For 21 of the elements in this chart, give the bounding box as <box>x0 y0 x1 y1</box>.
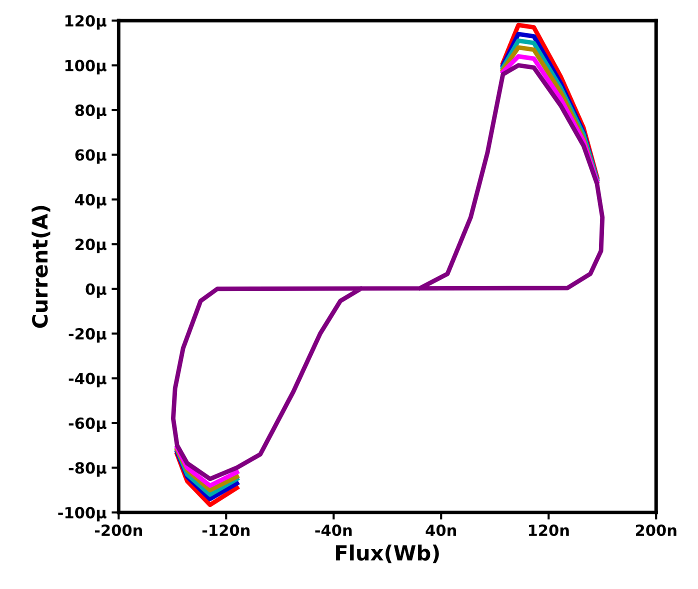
line-series <box>170 63 605 482</box>
y-tick-label: 40µ <box>75 194 106 208</box>
x-axis-title: Flux(Wb) <box>336 544 439 564</box>
y-tick-label: 0µ <box>86 283 106 298</box>
x-tick-label: -200n <box>94 524 142 536</box>
y-tick-label: 120µ <box>65 15 106 30</box>
y-axis-title: Current(A) <box>32 206 50 328</box>
y-tick-label: 20µ <box>76 238 106 254</box>
x-tick-label: -40n <box>315 524 352 536</box>
y-tick-label: -100µ <box>58 506 106 522</box>
y-tick-label: 100µ <box>65 60 106 74</box>
x-tick-label: 120n <box>528 524 569 536</box>
y-tick-label: 80µ <box>75 104 106 120</box>
y-tick-label: -40µ <box>68 372 106 388</box>
y-tick-label: 60µ <box>75 149 106 164</box>
x-tick-label: -120n <box>202 524 250 536</box>
y-tick-label: -20µ <box>68 328 106 343</box>
x-tick-label: 40n <box>426 524 456 536</box>
x-tick-label: 200n <box>636 524 676 536</box>
y-tick-label: -80µ <box>68 462 106 477</box>
y-tick-label: -60µ <box>68 417 106 432</box>
